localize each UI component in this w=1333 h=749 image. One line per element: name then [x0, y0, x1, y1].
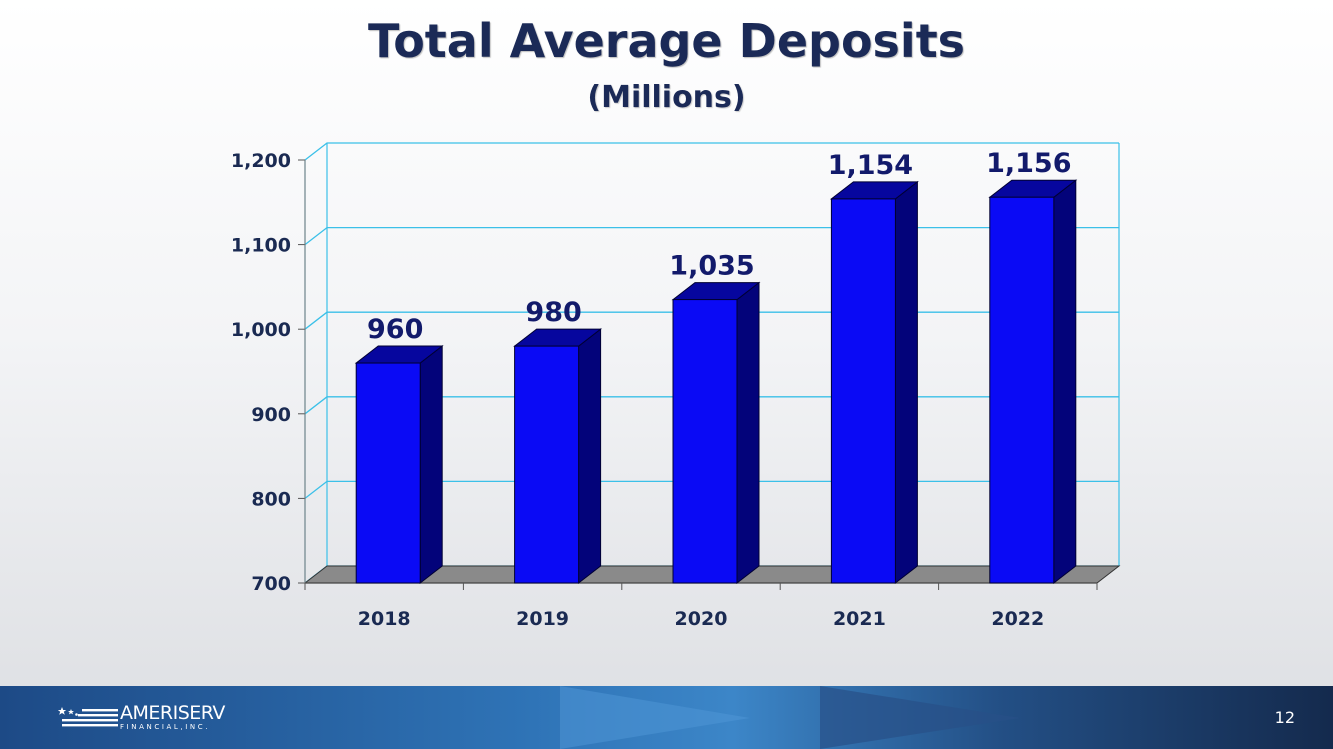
x-tick-label-2022: 2022	[991, 608, 1044, 630]
data-label-2020: 1,035	[669, 251, 754, 282]
company-logo: AMERISERV FINANCIAL,INC.	[58, 700, 258, 736]
bar-side-2018	[419, 345, 443, 585]
footer-bar: AMERISERV FINANCIAL,INC. 12	[0, 686, 1333, 749]
y-tick-label: 1,000	[231, 319, 291, 341]
y-tick-label: 700	[251, 573, 291, 595]
bar-2019	[514, 345, 580, 584]
bar-chart: 700 800 900 1,000 1,100 1,200 960 2018 980 2019 1…	[231, 142, 1121, 630]
logo-wordmark: AMERISERV	[120, 702, 225, 724]
x-tick-label-2019: 2019	[516, 608, 569, 630]
slide-title: Total Average Deposits	[367, 14, 966, 68]
chart-labels: 960 2018 980 2019 1,035 2020 1,154 2021 1,156 202…	[358, 148, 1072, 630]
bar-2021	[830, 198, 896, 584]
y-tick-label: 800	[251, 488, 291, 510]
bar-side-2021	[894, 180, 918, 585]
bar-side-2022	[1053, 179, 1077, 585]
footer-chevron-decoration	[560, 686, 750, 749]
bar-2022	[989, 196, 1055, 584]
gridline	[304, 142, 1119, 161]
slide-subtitle: (Millions)	[587, 80, 746, 115]
bar-side-2019	[578, 328, 602, 585]
x-tick-label-2018: 2018	[358, 608, 411, 630]
y-tick-label: 1,100	[231, 235, 291, 257]
y-tick-label: 900	[251, 404, 291, 426]
bar-2018	[355, 362, 421, 584]
data-label-2021: 1,154	[828, 150, 913, 181]
x-tick-label-2021: 2021	[833, 608, 886, 630]
bar-side-2020	[736, 281, 760, 585]
page-number: 12	[1274, 708, 1295, 727]
logo-subtext: FINANCIAL,INC.	[120, 723, 211, 731]
data-label-2019: 980	[525, 297, 581, 328]
data-label-2018: 960	[367, 314, 423, 345]
x-tick-label-2020: 2020	[675, 608, 728, 630]
chart-axes: 700 800 900 1,000 1,100 1,200	[231, 150, 1098, 595]
flag-stripes-icon	[58, 707, 118, 727]
chart-bars	[354, 179, 1078, 585]
y-tick-label: 1,200	[231, 150, 291, 172]
footer-chevron-decoration	[820, 686, 1020, 749]
bar-2020	[672, 299, 738, 584]
data-label-2022: 1,156	[986, 148, 1071, 179]
